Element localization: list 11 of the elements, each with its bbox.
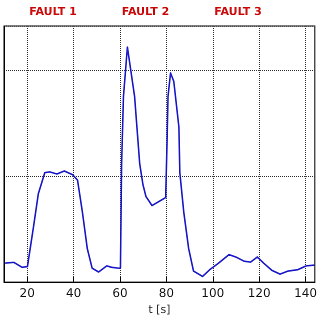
text: FAULT 1 <box>29 5 77 18</box>
x-tick-label: 40 <box>66 286 82 300</box>
x-tick-label: 60 <box>112 286 128 300</box>
x-tick-label: 140 <box>294 286 317 300</box>
text: FAULT 3 <box>214 5 262 18</box>
text: FAULT 2 <box>122 5 170 18</box>
x-axis-title: t [s] <box>148 303 170 316</box>
x-tick-label: 20 <box>20 286 35 300</box>
x-tick-label: 100 <box>201 286 224 300</box>
x-tick-label: 120 <box>248 286 271 300</box>
x-tick-label: 80 <box>158 286 174 300</box>
